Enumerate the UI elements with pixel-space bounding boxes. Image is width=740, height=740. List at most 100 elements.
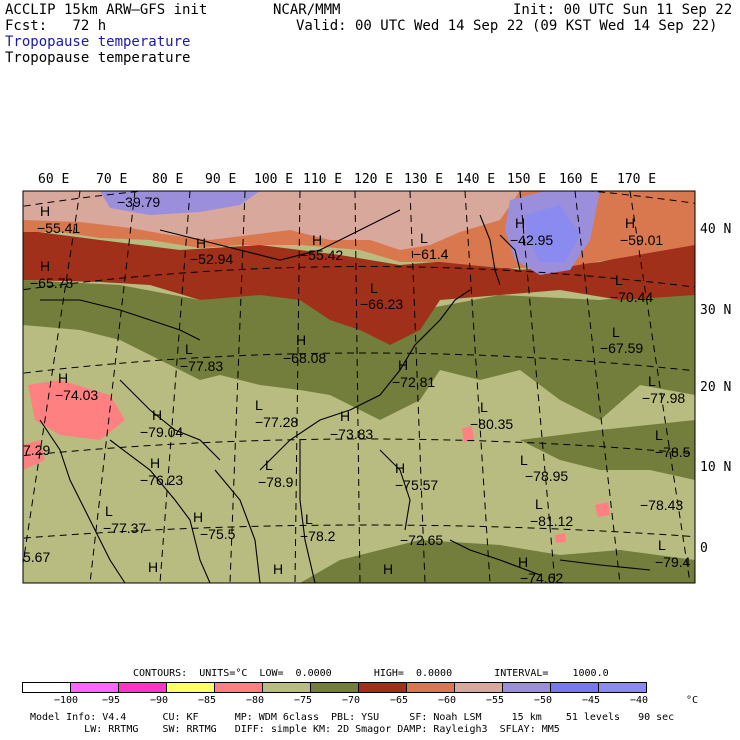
value-label: −72.81 xyxy=(392,374,435,390)
lon-label: 140 E xyxy=(456,172,496,187)
colorbar-tick: −70 xyxy=(342,695,361,706)
high-marker: H xyxy=(40,258,50,274)
hl-markers: H H H L H H H L L L L H H H L H L H L H … xyxy=(40,203,666,577)
value-label: −79.04 xyxy=(140,424,183,440)
value-label: −55.42 xyxy=(300,247,343,263)
lat-label: 30 N xyxy=(700,303,732,318)
low-marker: L xyxy=(265,457,273,473)
low-marker: L xyxy=(612,324,620,340)
colorbar-tick: −100 xyxy=(54,695,79,706)
colorbar-tick: −55 xyxy=(486,695,505,706)
value-label: 7.29 xyxy=(23,442,50,458)
value-label: −79.4 xyxy=(655,554,691,570)
high-marker: H xyxy=(296,332,306,348)
lat-label: 0 xyxy=(700,541,708,556)
value-label: −78.9 xyxy=(258,474,294,490)
low-marker: L xyxy=(615,272,623,288)
value-label: −77.37 xyxy=(103,520,146,536)
colorbar-swatch xyxy=(550,682,599,693)
high-marker: H xyxy=(340,408,350,424)
low-marker: L xyxy=(305,511,313,527)
lon-label: 160 E xyxy=(559,172,599,187)
high-marker: H xyxy=(58,370,68,386)
colorbar-swatch xyxy=(70,682,119,693)
value-label: −39.79 xyxy=(117,194,160,210)
value-label: −70.44 xyxy=(610,289,653,305)
org-label: NCAR/MMM xyxy=(273,2,341,18)
colorbar-swatch xyxy=(22,682,71,693)
colorbar-tick: −40 xyxy=(630,695,649,706)
low-marker: L xyxy=(658,537,666,553)
colorbar-swatch xyxy=(310,682,359,693)
value-label: −78.43 xyxy=(640,497,683,513)
colorbar-swatch xyxy=(166,682,215,693)
high-marker: H xyxy=(196,235,206,251)
coastlines xyxy=(39,209,651,583)
lon-label: 90 E xyxy=(205,172,237,187)
lon-label: 80 E xyxy=(152,172,184,187)
low-marker: L xyxy=(480,399,488,415)
colorbar-tick: −90 xyxy=(150,695,169,706)
low-marker: L xyxy=(255,397,263,413)
field-title: Tropopause temperature xyxy=(5,50,191,66)
colorbar-tick: −50 xyxy=(534,695,553,706)
colorbar-tick: −60 xyxy=(438,695,457,706)
high-marker: H xyxy=(383,561,393,577)
value-label: −42.95 xyxy=(510,232,553,248)
lat-label: 40 N xyxy=(700,222,732,237)
high-marker: H xyxy=(625,215,635,231)
value-label: −77.83 xyxy=(180,358,223,374)
lon-label: 100 E xyxy=(254,172,294,187)
value-label: −61.4 xyxy=(413,246,449,262)
map-frame xyxy=(22,190,696,584)
colorbar-swatch xyxy=(502,682,551,693)
lon-label: 150 E xyxy=(507,172,547,187)
lon-label: 130 E xyxy=(404,172,444,187)
lon-label: 120 E xyxy=(354,172,394,187)
value-label: −67.59 xyxy=(600,340,643,356)
init-time: Init: 00 UTC Sun 11 Sep 22 xyxy=(513,2,733,18)
value-label: −74.62 xyxy=(520,570,563,586)
lon-label: 70 E xyxy=(96,172,128,187)
low-marker: L xyxy=(648,373,656,389)
value-label: −52.94 xyxy=(190,251,233,267)
value-label: −76.23 xyxy=(140,472,183,488)
colorbar-tick: −80 xyxy=(246,695,265,706)
value-label: −75.5 xyxy=(200,526,236,542)
value-label: −66.23 xyxy=(360,296,403,312)
value-label: −77.98 xyxy=(642,390,685,406)
low-marker: L xyxy=(370,280,378,296)
value-label: −65.78 xyxy=(30,275,73,291)
value-label: −78.5 xyxy=(655,444,691,460)
valid-time: Valid: 00 UTC Wed 14 Sep 22 (09 KST Wed … xyxy=(296,18,718,34)
value-label: −59.01 xyxy=(620,232,663,248)
low-marker: L xyxy=(185,341,193,357)
value-label: −81.12 xyxy=(530,513,573,529)
value-label: −68.08 xyxy=(283,350,326,366)
lon-label: 170 E xyxy=(617,172,657,187)
value-labels: −39.79 −55.41 −52.94 −55.42 −61.4 −42.95… xyxy=(23,194,691,586)
colorbar-tick: −85 xyxy=(198,695,217,706)
contours-info: CONTOURS: UNITS=°C LOW= 0.0000 HIGH= 0.0… xyxy=(133,668,609,679)
colorbar-swatch xyxy=(118,682,167,693)
high-marker: H xyxy=(150,455,160,471)
low-marker: L xyxy=(420,230,428,246)
colorbar-tick: −45 xyxy=(582,695,601,706)
value-label: −78.2 xyxy=(300,528,336,544)
colorbar-swatch xyxy=(358,682,407,693)
high-marker: H xyxy=(193,509,203,525)
value-label: 5.67 xyxy=(23,549,50,565)
lat-label: 20 N xyxy=(700,380,732,395)
value-label: −73.83 xyxy=(330,426,373,442)
colorbar-unit: °C xyxy=(686,695,699,706)
high-marker: H xyxy=(395,460,405,476)
field-title-colored: Tropopause temperature xyxy=(5,34,191,50)
high-marker: H xyxy=(40,203,50,219)
low-marker: L xyxy=(535,496,543,512)
lon-label: 60 E xyxy=(38,172,70,187)
value-label: −55.41 xyxy=(37,220,80,236)
value-label: −72.65 xyxy=(400,532,443,548)
colorbar-swatch xyxy=(598,682,647,693)
high-marker: H xyxy=(312,232,322,248)
colorbar-tick: −95 xyxy=(102,695,121,706)
